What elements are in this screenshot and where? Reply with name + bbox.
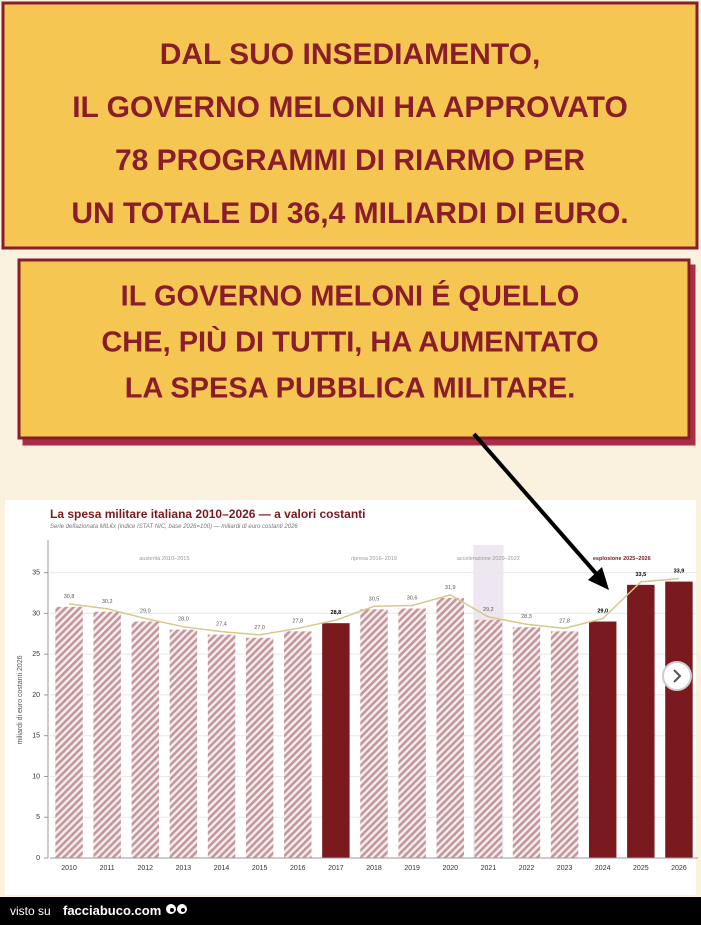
y-axis-label: miliardi di euro costanti 2026: [17, 655, 24, 744]
bar: [207, 634, 236, 858]
bar: [55, 606, 83, 858]
y-tick-label: 35: [32, 570, 40, 577]
x-tick-label: 2026: [671, 865, 687, 872]
x-tick-label: 2013: [176, 865, 192, 872]
arrow-shaft: [472, 432, 602, 580]
x-tick-label: 2011: [100, 865, 115, 872]
bar: [588, 621, 617, 858]
headline-line: 78 PROGRAMMI DI RIARMO PER: [115, 144, 585, 177]
y-tick-label: 0: [36, 855, 40, 862]
bar: [169, 629, 198, 858]
bottom-box: [17, 258, 691, 440]
bar: [474, 619, 503, 858]
value-label: 27,8: [292, 618, 303, 624]
bar: [436, 597, 464, 858]
headline-line: IL GOVERNO MELONI HA APPROVATO: [72, 91, 628, 124]
x-tick-label: 2023: [557, 865, 573, 872]
value-label: 30,5: [369, 596, 380, 602]
x-tick-label: 2012: [138, 865, 154, 872]
y-tick-label: 5: [36, 814, 40, 821]
y-tick-label: 20: [32, 692, 40, 699]
bar: [627, 584, 655, 858]
x-tick-label: 2024: [595, 865, 611, 872]
bar: [398, 608, 426, 858]
bar: [322, 623, 350, 858]
y-tick-label: 25: [32, 651, 40, 658]
value-label: 30,2: [102, 599, 113, 605]
footer-bar: [0, 897, 701, 925]
value-label: 31,9: [445, 585, 456, 591]
x-tick-label: 2025: [633, 865, 649, 872]
logo-eyes: [166, 904, 187, 914]
x-tick-label: 2018: [366, 865, 382, 872]
x-tick-label: 2022: [519, 865, 535, 872]
value-label: 27,0: [254, 625, 265, 631]
x-tick-label: 2016: [290, 865, 306, 872]
top-box: [1, 1, 699, 250]
x-tick-label: 2014: [214, 865, 230, 872]
headline-line: UN TOTALE DI 36,4 MILIARDI DI EURO.: [71, 197, 628, 230]
bar: [245, 637, 274, 858]
value-label: 29,2: [483, 607, 494, 613]
value-label: 30,8: [64, 594, 75, 600]
bar: [550, 631, 579, 858]
headline-line: LA SPESA PUBBLICA MILITARE.: [125, 373, 576, 405]
value-label: 33,5: [635, 572, 646, 578]
value-label: 28,8: [331, 610, 342, 616]
value-label: 29,0: [140, 609, 151, 615]
y-tick-label: 10: [32, 773, 40, 780]
value-label: 28,0: [178, 617, 189, 623]
x-tick-label: 2015: [252, 865, 268, 872]
value-label: 33,9: [674, 569, 685, 575]
footer-site: facciabuco.com: [63, 903, 161, 918]
period-annotation: austerità 2010–2015: [139, 556, 189, 562]
x-tick-label: 2017: [328, 865, 344, 872]
period-annotation: ripresa 2016–2019: [351, 556, 397, 562]
next-chevron: [673, 669, 682, 683]
bar: [665, 581, 693, 858]
value-label: 28,3: [521, 614, 532, 620]
trend-line: [68, 577, 680, 636]
chart-subtitle: Serie deflazionata MIL€x (indice ISTAT N…: [50, 524, 298, 530]
y-tick-label: 15: [32, 733, 40, 740]
footer-prefix: visto su: [10, 904, 51, 918]
y-tick-label: 30: [32, 610, 40, 617]
value-label: 29,0: [597, 609, 608, 615]
bar: [360, 609, 388, 858]
headline-line: IL GOVERNO MELONI É QUELLO: [121, 279, 580, 313]
period-annotation: esplosione 2025–2026: [593, 556, 651, 562]
bar: [131, 621, 160, 858]
bar: [284, 631, 312, 858]
x-tick-label: 2019: [404, 865, 420, 872]
x-tick-label: 2020: [442, 865, 458, 872]
value-label: 30,6: [407, 595, 418, 601]
bar: [93, 611, 121, 858]
value-label: 27,4: [216, 622, 227, 628]
headline-line: DAL SUO INSEDIAMENTO,: [160, 38, 541, 71]
x-tick-label: 2021: [481, 865, 497, 872]
headline-line: CHE, PIÙ DI TUTTI, HA AUMENTATO: [101, 325, 598, 359]
x-tick-label: 2010: [61, 865, 77, 872]
next-button[interactable]: [662, 661, 692, 691]
bar: [512, 627, 541, 858]
arrow-head: [588, 567, 609, 590]
value-label: 27,8: [559, 618, 570, 624]
period-annotation: accelerazione 2020–2022: [457, 556, 520, 562]
chart-title: La spesa militare italiana 2010–2026 — a…: [50, 507, 366, 521]
